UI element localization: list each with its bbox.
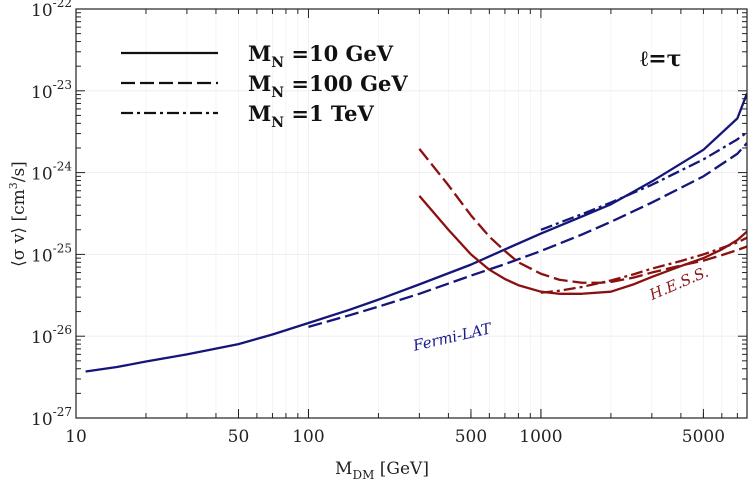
y-axis-title: ⟨σ v⟩ [cm3/s] bbox=[7, 161, 29, 267]
series-line-fermilat-1tev bbox=[540, 131, 747, 231]
x-tick-label: 1000 bbox=[519, 427, 562, 447]
legend-label-rest: =100 GeV bbox=[284, 71, 408, 96]
series-line-fermilat-10gev bbox=[85, 92, 747, 373]
y-tick-label-base: 10 bbox=[31, 83, 53, 103]
y-tick-label-base: 10 bbox=[31, 328, 53, 348]
y-tick-label-exp: -27 bbox=[53, 405, 72, 419]
series-line-hess-1tev bbox=[540, 236, 747, 294]
legend-label-main: M bbox=[248, 41, 271, 66]
legend-label: MN =10 GeV bbox=[248, 41, 394, 71]
legend-label: MN =100 GeV bbox=[248, 71, 408, 101]
y-tick-label-base: 10 bbox=[31, 1, 53, 21]
panel-label: ℓ=τ bbox=[640, 46, 682, 72]
y-tick-label: 10-23 bbox=[31, 78, 72, 103]
y-tick-label-exp: -24 bbox=[53, 160, 73, 174]
y-tick-label-exp: -22 bbox=[53, 0, 72, 10]
tick-labels: 10 50 100 500 1000 500010-2710-2610-2510-2410… bbox=[31, 0, 725, 447]
legend-label-main: M bbox=[248, 71, 271, 96]
y-tick-label-base: 10 bbox=[31, 410, 53, 430]
annotation-label: H.E.S.S. bbox=[646, 263, 712, 304]
y-tick-label: 10-22 bbox=[31, 0, 72, 21]
annotations: Fermi-LAT H.E.S.S. bbox=[410, 263, 711, 355]
series-line-fermilat-100gev bbox=[308, 142, 747, 328]
y-tick-label: 10-27 bbox=[31, 405, 72, 430]
legend-label-rest: =10 GeV bbox=[284, 41, 394, 66]
x-axis-title-rest: [GeV] bbox=[374, 459, 429, 479]
ticks bbox=[75, 8, 747, 419]
y-tick-label-exp: -23 bbox=[53, 78, 72, 92]
legend-label-sub: N bbox=[271, 85, 284, 101]
x-tick-label: 100 bbox=[292, 427, 324, 447]
x-tick-label: 500 bbox=[455, 427, 487, 447]
annotation-label: Fermi-LAT bbox=[410, 319, 494, 355]
legend-label: MN =1 TeV bbox=[248, 101, 374, 131]
x-axis-title-main: M bbox=[335, 459, 352, 479]
legend-label-sub: N bbox=[271, 55, 284, 71]
legend-label-sub: N bbox=[271, 115, 284, 131]
x-tick-label: 10 bbox=[65, 427, 87, 447]
y-tick-label-exp: -25 bbox=[53, 241, 72, 255]
x-tick-label: 50 bbox=[228, 427, 250, 447]
series-line-hess-100gev bbox=[418, 148, 747, 284]
x-tick-label: 5000 bbox=[682, 427, 725, 447]
x-axis-title: MDM [GeV] bbox=[335, 459, 429, 482]
y-tick-label: 10-24 bbox=[31, 160, 72, 185]
legend-label-main: M bbox=[248, 101, 271, 126]
y-tick-label: 10-26 bbox=[31, 323, 72, 348]
series-group bbox=[85, 92, 747, 373]
y-tick-label-base: 10 bbox=[31, 246, 53, 266]
y-tick-label: 10-25 bbox=[31, 241, 72, 266]
plot-frame bbox=[75, 8, 748, 419]
series-line-hess-10gev bbox=[418, 195, 747, 295]
legend-label-rest: =1 TeV bbox=[284, 101, 374, 126]
x-axis-title-sub: DM bbox=[352, 468, 374, 482]
y-tick-label-base: 10 bbox=[31, 165, 53, 185]
y-axis-title-rest: /s] bbox=[9, 161, 29, 182]
y-axis-title-sup: 3 bbox=[7, 182, 20, 189]
y-tick-label-exp: -26 bbox=[53, 323, 72, 337]
y-axis-title-main: ⟨σ v⟩ [cm bbox=[9, 189, 29, 267]
